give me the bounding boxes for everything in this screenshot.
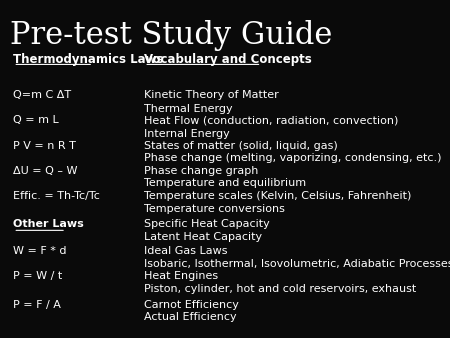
Text: Vocabulary and Concepts: Vocabulary and Concepts (144, 53, 312, 66)
Text: Phase change (melting, vaporizing, condensing, etc.): Phase change (melting, vaporizing, conde… (144, 153, 442, 163)
Text: P V = n R T: P V = n R T (14, 141, 76, 150)
Text: Q=m C ΔT: Q=m C ΔT (14, 90, 72, 100)
Text: ΔU = Q – W: ΔU = Q – W (14, 166, 78, 176)
Text: Internal Energy: Internal Energy (144, 129, 230, 139)
Text: Specific Heat Capacity: Specific Heat Capacity (144, 219, 270, 229)
Text: Thermal Energy: Thermal Energy (144, 104, 233, 114)
Text: States of matter (solid, liquid, gas): States of matter (solid, liquid, gas) (144, 141, 338, 150)
Text: Heat Engines: Heat Engines (144, 271, 218, 281)
Text: Ideal Gas Laws: Ideal Gas Laws (144, 246, 228, 256)
Text: Heat Flow (conduction, radiation, convection): Heat Flow (conduction, radiation, convec… (144, 115, 399, 125)
Text: Temperature scales (Kelvin, Celsius, Fahrenheit): Temperature scales (Kelvin, Celsius, Fah… (144, 191, 412, 201)
Text: Temperature and equilibrium: Temperature and equilibrium (144, 178, 306, 188)
Text: Carnot Efficiency: Carnot Efficiency (144, 300, 239, 310)
Text: Temperature conversions: Temperature conversions (144, 203, 285, 214)
Text: Q = m L: Q = m L (14, 115, 59, 125)
Text: Kinetic Theory of Matter: Kinetic Theory of Matter (144, 90, 279, 100)
Text: Pre-test Study Guide: Pre-test Study Guide (10, 20, 333, 51)
Text: Other Laws: Other Laws (14, 219, 84, 229)
Text: W = F * d: W = F * d (14, 246, 67, 256)
Text: P = W / t: P = W / t (14, 271, 63, 281)
Text: Actual Efficiency: Actual Efficiency (144, 312, 237, 322)
Text: Latent Heat Capacity: Latent Heat Capacity (144, 232, 262, 242)
Text: Phase change graph: Phase change graph (144, 166, 259, 176)
Text: P = F / A: P = F / A (14, 300, 61, 310)
Text: Piston, cylinder, hot and cold reservoirs, exhaust: Piston, cylinder, hot and cold reservoir… (144, 284, 416, 294)
Text: Thermodynamics Laws: Thermodynamics Laws (14, 53, 164, 66)
Text: Isobaric, Isothermal, Isovolumetric, Adiabatic Processes: Isobaric, Isothermal, Isovolumetric, Adi… (144, 259, 450, 269)
Text: Effic. = Th-Tc/Tc: Effic. = Th-Tc/Tc (14, 191, 100, 201)
